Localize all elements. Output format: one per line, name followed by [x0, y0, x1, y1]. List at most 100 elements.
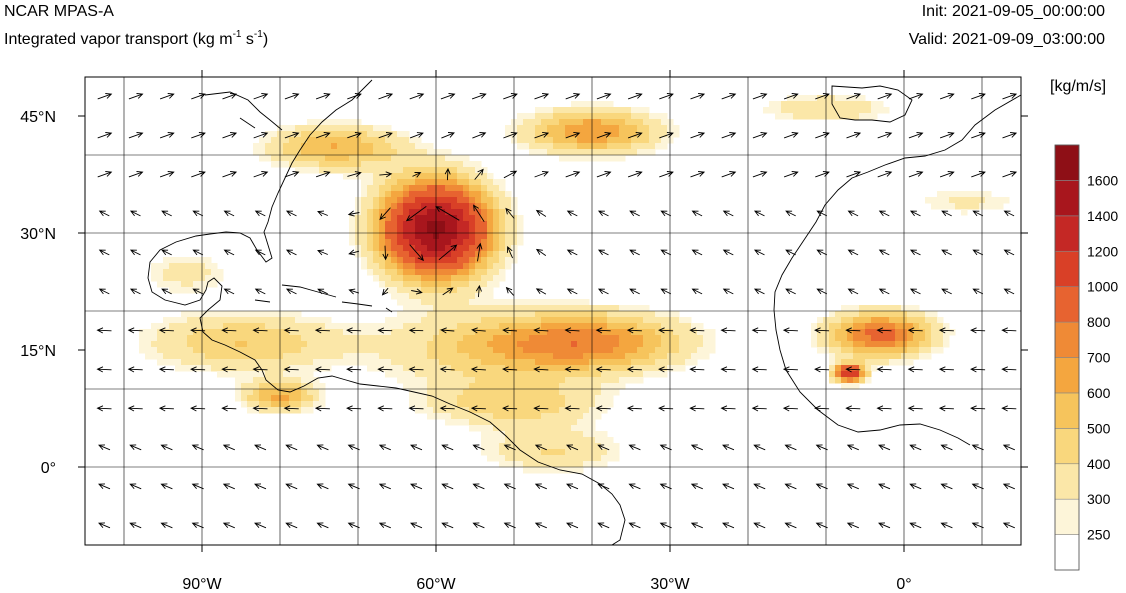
ivt-cell [523, 311, 530, 318]
ivt-cell [295, 329, 302, 336]
ivt-cell [469, 221, 476, 228]
ivt-cell [961, 191, 968, 198]
ivt-cell [295, 137, 302, 144]
ivt-cell [397, 155, 404, 162]
ivt-cell [337, 125, 344, 132]
ivt-cell [427, 179, 434, 186]
ivt-cell [181, 341, 188, 348]
ivt-cell [445, 161, 452, 168]
ivt-cell [619, 119, 626, 126]
ivt-cell [325, 347, 332, 354]
ivt-vector-arrow [721, 171, 737, 178]
ivt-cell [631, 149, 638, 156]
ivt-cell [415, 395, 422, 402]
ivt-cell [343, 161, 350, 168]
ivt-cell [259, 389, 266, 396]
unit-exponent-2: -1 [253, 29, 263, 40]
ivt-cell [439, 281, 446, 288]
ivt-cell [571, 419, 578, 426]
ivt-vector-arrow [816, 249, 828, 256]
ivt-vector-arrow [785, 249, 796, 256]
colorbar-tick-label: 1000 [1087, 279, 1118, 295]
ivt-cell [289, 155, 296, 162]
ivt-vector-arrow [564, 366, 580, 373]
ivt-cell [439, 245, 446, 252]
ivt-vector-arrow [814, 405, 830, 412]
ivt-cell [487, 455, 494, 462]
ivt-cell [421, 287, 428, 294]
ivt-cell [265, 311, 272, 318]
ivt-cell [853, 335, 860, 342]
ivt-cell [421, 239, 428, 246]
ivt-vector-arrow [751, 405, 767, 412]
ivt-vector-arrow [626, 327, 642, 334]
ivt-vector-arrow [160, 522, 173, 529]
ivt-cell [535, 449, 542, 456]
ivt-cell [367, 173, 374, 180]
ivt-vector-arrow [722, 249, 734, 256]
ivt-cell [235, 395, 242, 402]
ivt-cell [625, 359, 632, 366]
ivt-cell [937, 347, 944, 354]
ivt-cell [187, 263, 194, 270]
ivt-cell [709, 347, 716, 354]
ivt-cell [385, 275, 392, 282]
ivt-cell [529, 353, 536, 360]
ivt-cell [283, 323, 290, 330]
ivt-cell [601, 341, 608, 348]
ivt-cell [391, 269, 398, 276]
ivt-cell [565, 305, 572, 312]
ivt-cell [607, 329, 614, 336]
ivt-cell [679, 359, 686, 366]
ivt-cell [871, 365, 878, 372]
ivt-vector-arrow [129, 483, 142, 490]
ivt-cell [559, 317, 566, 324]
ivt-cell [571, 137, 578, 144]
ivt-cell [907, 359, 914, 366]
ivt-vector-arrow [252, 405, 268, 412]
ivt-vector-arrow [753, 444, 766, 451]
ivt-cell [403, 227, 410, 234]
ivt-cell [547, 371, 554, 378]
ivt-cell [289, 161, 296, 168]
ivt-vector-arrow [783, 132, 799, 139]
ivt-cell [367, 353, 374, 360]
ivt-cell [295, 335, 302, 342]
ivt-cell [385, 317, 392, 324]
ivt-vector-arrow [534, 483, 547, 490]
ivt-cell [607, 149, 614, 156]
ivt-cell [385, 359, 392, 366]
ivt-cell [817, 341, 824, 348]
ivt-vector-arrow [784, 522, 797, 529]
ivt-vector-arrow [566, 249, 578, 256]
ivt-cell [193, 257, 200, 264]
ivt-vector-arrow [317, 288, 328, 295]
ivt-cell [583, 299, 590, 306]
ivt-cell [349, 137, 356, 144]
ivt-cell [235, 329, 242, 336]
ivt-cell [475, 173, 482, 180]
ivt-cell [613, 335, 620, 342]
ivt-cell [457, 311, 464, 318]
ivt-cell [493, 353, 500, 360]
ivt-cell [541, 407, 548, 414]
ivt-cell [283, 389, 290, 396]
ivt-cell [565, 383, 572, 390]
ivt-cell [301, 377, 308, 384]
ivt-cell [535, 401, 542, 408]
ivt-vector-arrow [98, 249, 110, 256]
ivt-vector-arrow [472, 483, 485, 490]
ivt-cell [577, 419, 584, 426]
ivt-cell [919, 347, 926, 354]
ivt-cell [565, 113, 572, 120]
ivt-cell [535, 335, 542, 342]
ivt-cell [547, 365, 554, 372]
ivt-cell [907, 311, 914, 318]
ivt-cell [421, 299, 428, 306]
ivt-vector-arrow [753, 288, 765, 295]
ivt-vector-arrow [347, 522, 360, 529]
ivt-vector-arrow [473, 204, 485, 222]
ivt-cell [655, 125, 662, 132]
ivt-cell [559, 137, 566, 144]
ivt-vector-arrow [753, 249, 765, 256]
